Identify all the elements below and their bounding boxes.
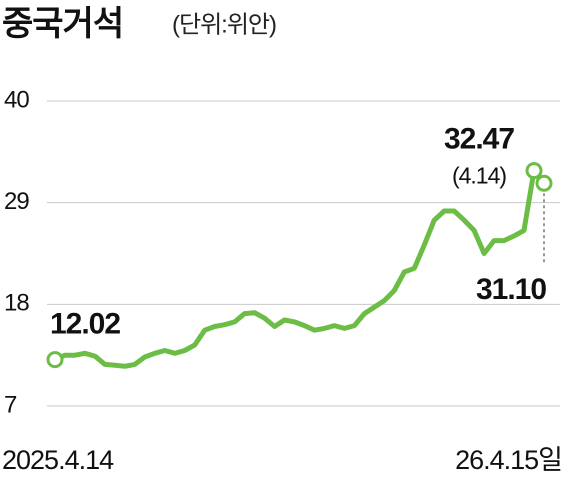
value-label: 31.10 — [476, 273, 546, 306]
y-tick-label: 18 — [4, 290, 29, 317]
chart-title: 중국거석 — [2, 5, 123, 43]
annotation: (4.14) — [452, 163, 506, 189]
y-tick-label: 7 — [4, 391, 17, 418]
value-label: 12.02 — [50, 308, 120, 341]
x-tick-label: 26.4.15일 — [455, 445, 562, 475]
point-marker — [535, 174, 553, 192]
chart-subtitle: (단위:위안) — [172, 11, 276, 38]
y-tick-label: 40 — [4, 86, 29, 113]
x-tick-label: 2025.4.14 — [2, 445, 114, 475]
point-marker — [46, 351, 64, 369]
point-marker — [525, 162, 543, 180]
value-label: 32.47 — [444, 123, 514, 156]
data-line — [52, 168, 547, 369]
y-tick-label: 29 — [4, 188, 29, 215]
